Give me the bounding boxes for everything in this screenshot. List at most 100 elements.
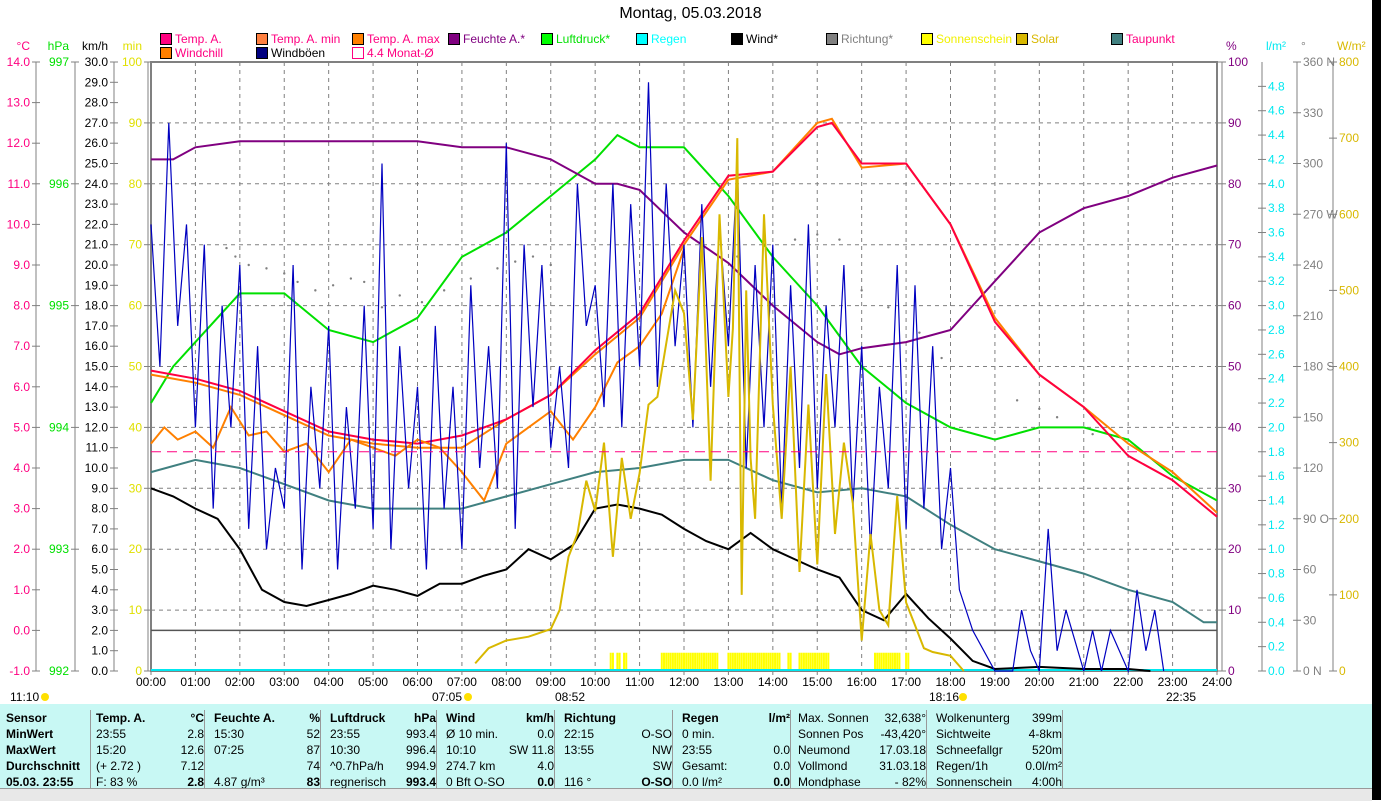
x-tick-label: 12:00	[669, 675, 699, 689]
y-tick-label-percent: 100	[1228, 55, 1248, 69]
legend-label: Windböen	[271, 46, 326, 60]
legend-item: Richtung*	[826, 32, 893, 46]
stats-cell: 10:10	[446, 743, 477, 757]
stats-cell: 0.0	[773, 743, 790, 757]
x-tick-label: 21:00	[1069, 675, 1099, 689]
y-tick-label-min: 100	[122, 55, 142, 69]
legend-item: Feuchte A.*	[448, 32, 525, 46]
y-tick-label-solar: 100	[1339, 588, 1359, 602]
richtung-point	[442, 289, 446, 292]
x-tick-label: 08:00	[491, 675, 521, 689]
richtung-point	[296, 280, 299, 284]
cloud-icon	[41, 693, 49, 701]
legend-item: Windchill	[160, 46, 223, 60]
y-tick-label-kmh: 2.0	[91, 623, 108, 637]
y-tick-label-min: 60	[129, 299, 143, 313]
y-tick-label-celsius: 5.0	[13, 420, 30, 434]
x-tick-label: 14:00	[758, 675, 788, 689]
legend-label: Temp. A. min	[271, 32, 341, 46]
legend-item: Temp. A.	[160, 32, 222, 46]
stats-cell: -43,420°	[880, 727, 927, 741]
stats-cell: F: 83 %	[96, 775, 138, 789]
stats-cell: Max. Sonnen	[798, 711, 869, 725]
y-tick-label-solar: 400	[1339, 360, 1359, 374]
stats-cell: 23:55	[96, 727, 127, 741]
y-tick-label-percent: 70	[1228, 238, 1242, 252]
stats-cell: 116 °	[564, 775, 592, 789]
y-tick-label-kmh: 19.0	[85, 278, 109, 292]
stats-cell: Regen/1h	[936, 759, 989, 773]
stats-cell: - 82%	[894, 775, 926, 789]
richtung-point	[1055, 416, 1059, 419]
sun-icon	[464, 693, 472, 701]
stats-cell: 83	[306, 775, 320, 789]
y-tick-label-hpa: 993	[49, 542, 69, 556]
stats-cell: 12.6	[180, 743, 204, 757]
stats-cell: NW	[652, 743, 672, 757]
stats-cell: 4:00h	[1031, 775, 1062, 789]
y-tick-label-celsius: -1.0	[9, 664, 30, 678]
y-tick-label-kmh: 21.0	[85, 238, 109, 252]
x-tick-label: 16:00	[847, 675, 877, 689]
legend-swatch	[731, 33, 743, 45]
legend-swatch	[448, 33, 460, 45]
stats-cell: Luftdruck	[330, 711, 386, 725]
y-tick-label-percent: 50	[1228, 360, 1242, 374]
stats-cell: 32,638°	[884, 711, 926, 725]
legend-swatch	[826, 33, 838, 45]
stats-cell: Vollmond	[798, 759, 848, 773]
y-tick-label-deg: 360 N	[1303, 55, 1335, 69]
x-tick-label: 02:00	[225, 675, 255, 689]
stats-cell: Sonnen Pos	[798, 727, 864, 741]
legend-swatch	[160, 47, 172, 59]
series-temp-a-	[150, 121, 1218, 518]
y-tick-label-min: 0	[135, 664, 142, 678]
stats-cell: SW 11.8	[508, 743, 554, 757]
stats-cell: 74	[306, 759, 320, 773]
y-tick-label-rain: 4.8	[1268, 79, 1285, 93]
y-tick-label-kmh: 30.0	[85, 55, 109, 69]
stats-cell: 10:30	[330, 743, 361, 757]
y-tick-label-rain: 1.4	[1268, 493, 1285, 507]
legend-swatch	[636, 33, 648, 45]
y-tick-label-rain: 0.8	[1268, 567, 1285, 581]
y-tick-label-celsius: 9.0	[13, 258, 30, 272]
legend-item: Sonnenschein	[921, 32, 1012, 46]
y-tick-label-kmh: 24.0	[85, 177, 109, 191]
stats-cell: 2.8	[187, 727, 204, 741]
y-tick-label-kmh: 17.0	[85, 319, 109, 333]
y-tick-label-kmh: 0.0	[91, 664, 108, 678]
richtung-point	[918, 331, 921, 334]
stats-col-rain: Regen l/m² 0 min. 23:55 0.0 Gesamt: 0.0 0.0 l/m…	[682, 710, 791, 789]
y-tick-label-kmh: 8.0	[91, 502, 108, 516]
x-tick-label: 19:00	[980, 675, 1010, 689]
legend-label: Wind*	[746, 32, 779, 46]
stats-cell: Richtung	[564, 711, 616, 725]
richtung-point	[225, 246, 228, 250]
y-tick-label-min: 70	[129, 238, 143, 252]
y-tick-label-rain: 0.6	[1268, 591, 1285, 605]
stats-col-sun: Max. Sonnen 32,638° Sonnen Pos -43,420° Neum…	[798, 710, 927, 789]
y-tick-label-kmh: 9.0	[91, 481, 108, 495]
y-tick-label-rain: 0.0	[1268, 664, 1285, 678]
y-tick-label-min: 40	[129, 420, 143, 434]
x-tick-label: 18:00	[935, 675, 965, 689]
stats-cell: Feuchte A.	[214, 711, 275, 725]
richtung-point	[283, 272, 286, 275]
y-tick-label-kmh: 10.0	[85, 461, 109, 475]
richtung-point	[496, 267, 499, 270]
y-tick-label-min: 80	[129, 177, 143, 191]
richtung-point	[816, 233, 819, 236]
stats-col-hum: Feuchte A.% 15:30 52 07:25 87 74 4.87 g/m³ 83	[214, 710, 321, 789]
y-tick-label-rain: 2.2	[1268, 396, 1285, 410]
y-tick-label-rain: 2.6	[1268, 347, 1285, 361]
stats-cell: ^0.7hPa/h	[330, 759, 384, 773]
legend-item: Taupunkt	[1111, 32, 1175, 46]
x-tick-label: 04:00	[314, 675, 344, 689]
stats-cell: Sonnenschein	[936, 775, 1013, 789]
x-tick-label: 10:00	[580, 675, 610, 689]
stats-cell: O-SO	[641, 775, 672, 789]
stats-cell: 23:55	[682, 743, 713, 757]
stats-cell: 17.03.18	[879, 743, 926, 757]
legend-swatch	[256, 33, 268, 45]
